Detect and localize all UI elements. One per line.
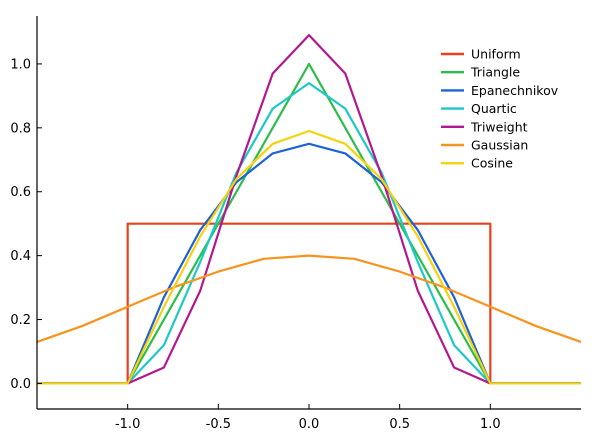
legend: Uniform Triangle Epanechnikov Quartic Triwei…: [441, 47, 559, 171]
x-tick-label: 0.0: [299, 417, 320, 432]
series-line-cosine: [37, 129, 581, 385]
legend-label-uniform: Uniform: [471, 47, 521, 62]
legend-label-gaussian: Gaussian: [471, 138, 528, 153]
axes-layer: -1.0 -0.5 0.0 0.5 1.0 0.0 0.2 0.4 0.6 0.8 1.0: [10, 16, 581, 432]
y-tick-label: 0.0: [10, 377, 31, 392]
x-tick-label: -0.5: [206, 417, 231, 432]
y-tick-label: 0.8: [10, 121, 31, 136]
y-tick-label: 0.4: [10, 249, 31, 264]
y-tick-label: 1.0: [10, 57, 31, 72]
legend-label-quartic: Quartic: [471, 101, 517, 116]
legend-label-cosine: Cosine: [471, 156, 513, 171]
legend-label-triweight: Triweight: [470, 119, 528, 134]
x-tick-label: 1.0: [480, 417, 501, 432]
series-line-epanechnikov: [37, 142, 581, 385]
legend-label-epanechnikov: Epanechnikov: [471, 83, 559, 98]
y-tick-label: 0.6: [10, 185, 31, 200]
x-tick-label: -1.0: [115, 417, 140, 432]
y-tick-label: 0.2: [10, 313, 31, 328]
series-line-triweight: [37, 34, 581, 385]
series-layer: [36, 34, 582, 385]
legend-label-triangle: Triangle: [470, 65, 520, 80]
x-tick-label: 0.5: [389, 417, 410, 432]
series-line-quartic: [37, 81, 581, 385]
series-line-gaussian: [36, 254, 582, 343]
